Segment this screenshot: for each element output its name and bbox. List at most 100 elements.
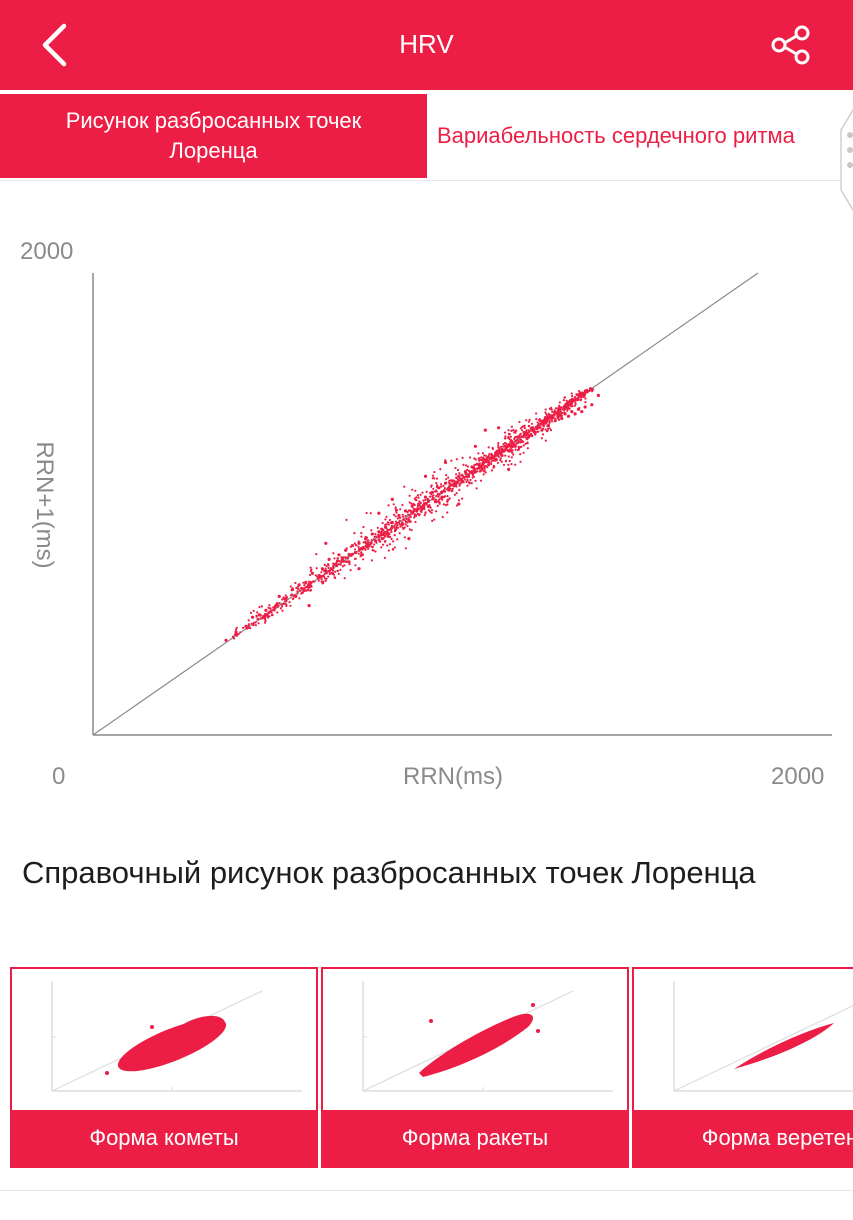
scatter-point xyxy=(285,600,288,603)
scatter-point xyxy=(567,404,570,407)
scatter-point xyxy=(224,638,228,642)
scatter-point xyxy=(496,452,500,455)
scatter-point xyxy=(258,605,261,609)
scatter-point xyxy=(492,456,495,459)
scatter-point xyxy=(312,580,315,583)
scatter-point xyxy=(435,510,438,513)
scatter-point xyxy=(532,430,535,433)
scatter-point xyxy=(309,588,312,592)
scatter-point xyxy=(497,442,500,445)
scatter-point xyxy=(247,626,251,630)
scatter-point xyxy=(380,546,383,549)
scatter-point xyxy=(251,615,255,619)
scatter-point xyxy=(403,509,408,513)
scatter-point xyxy=(586,391,589,394)
scatter-point xyxy=(433,477,436,480)
scatter-point xyxy=(555,411,558,414)
scatter-point xyxy=(305,585,308,589)
scatter-point xyxy=(381,529,384,532)
scatter-point xyxy=(469,471,472,474)
scatter-point xyxy=(535,418,538,421)
scatter-point xyxy=(541,427,545,430)
scatter-point xyxy=(525,429,528,432)
scatter-point xyxy=(399,508,402,511)
scatter-point xyxy=(437,500,440,503)
scatter-point xyxy=(484,461,487,464)
scatter-point xyxy=(544,408,547,411)
reference-card-spindle[interactable]: Форма веретена xyxy=(632,967,853,1168)
scatter-point xyxy=(432,494,435,497)
scatter-point xyxy=(534,432,537,435)
scatter-point xyxy=(336,557,339,560)
reference-card-comet[interactable]: Форма кометы xyxy=(10,967,318,1168)
scatter-point xyxy=(564,403,567,406)
scatter-point xyxy=(504,454,507,457)
scatter-point xyxy=(423,507,426,510)
scatter-point xyxy=(322,580,325,583)
scatter-point xyxy=(570,410,574,414)
scatter-point xyxy=(375,541,378,544)
scatter-point xyxy=(403,485,406,488)
scatter-point xyxy=(540,419,543,422)
scatter-point xyxy=(234,628,238,631)
scatter-point xyxy=(437,498,441,501)
scatter-point xyxy=(437,495,440,498)
scatter-point xyxy=(314,574,317,577)
scatter-point xyxy=(353,532,356,535)
scatter-point xyxy=(462,463,465,466)
tab-lorenz-scatter[interactable]: Рисунок разбросанных точек Лоренца xyxy=(0,94,427,178)
scatter-point xyxy=(337,553,341,557)
scatter-point xyxy=(498,450,501,453)
scatter-point xyxy=(464,478,467,481)
scatter-point xyxy=(390,537,393,541)
tab-heart-rate-variability[interactable]: Вариабельность сердечного ритма xyxy=(437,94,853,178)
scatter-point xyxy=(451,489,454,492)
scatter-point xyxy=(474,479,477,482)
scatter-point xyxy=(558,405,561,408)
scatter-point xyxy=(382,543,385,546)
scatter-point xyxy=(455,492,458,495)
scatter-point xyxy=(432,491,435,494)
scatter-point xyxy=(474,463,477,466)
scatter-point xyxy=(382,532,386,536)
scatter-point xyxy=(553,414,556,417)
scatter-point xyxy=(497,454,500,457)
scatter-point xyxy=(492,464,495,467)
scatter-point xyxy=(453,493,456,496)
spindle-shape-thumbnail xyxy=(673,981,853,1092)
scatter-point xyxy=(406,524,409,528)
scatter-point xyxy=(281,605,284,608)
scatter-point xyxy=(332,573,336,576)
scatter-point xyxy=(427,509,430,512)
share-button[interactable] xyxy=(767,22,815,68)
scatter-point xyxy=(474,458,477,461)
scatter-point xyxy=(395,511,398,514)
scatter-point xyxy=(393,530,397,533)
scatter-point xyxy=(490,469,494,472)
scatter-point xyxy=(418,514,421,517)
scatter-point xyxy=(324,567,327,570)
scatter-point xyxy=(488,453,491,456)
scatter-point xyxy=(500,460,503,463)
scatter-point xyxy=(443,490,447,493)
scatter-point xyxy=(377,536,380,539)
side-drawer-handle[interactable] xyxy=(833,100,853,220)
scatter-point xyxy=(394,515,397,518)
scatter-point xyxy=(397,521,400,524)
scatter-point xyxy=(446,500,449,503)
scatter-point xyxy=(505,442,508,445)
scatter-point xyxy=(528,418,531,421)
back-button[interactable] xyxy=(30,20,80,70)
scatter-point xyxy=(526,447,530,450)
scatter-point xyxy=(383,530,387,534)
scatter-point xyxy=(568,407,571,410)
scatter-point xyxy=(526,442,529,445)
scatter-point xyxy=(487,454,490,458)
reference-card-rocket[interactable]: Форма ракеты xyxy=(321,967,629,1168)
scatter-point xyxy=(522,425,525,428)
scatter-point xyxy=(442,503,445,506)
scatter-point xyxy=(445,474,448,477)
scatter-point xyxy=(453,479,456,482)
scatter-point xyxy=(415,496,418,499)
scatter-point xyxy=(536,421,539,424)
